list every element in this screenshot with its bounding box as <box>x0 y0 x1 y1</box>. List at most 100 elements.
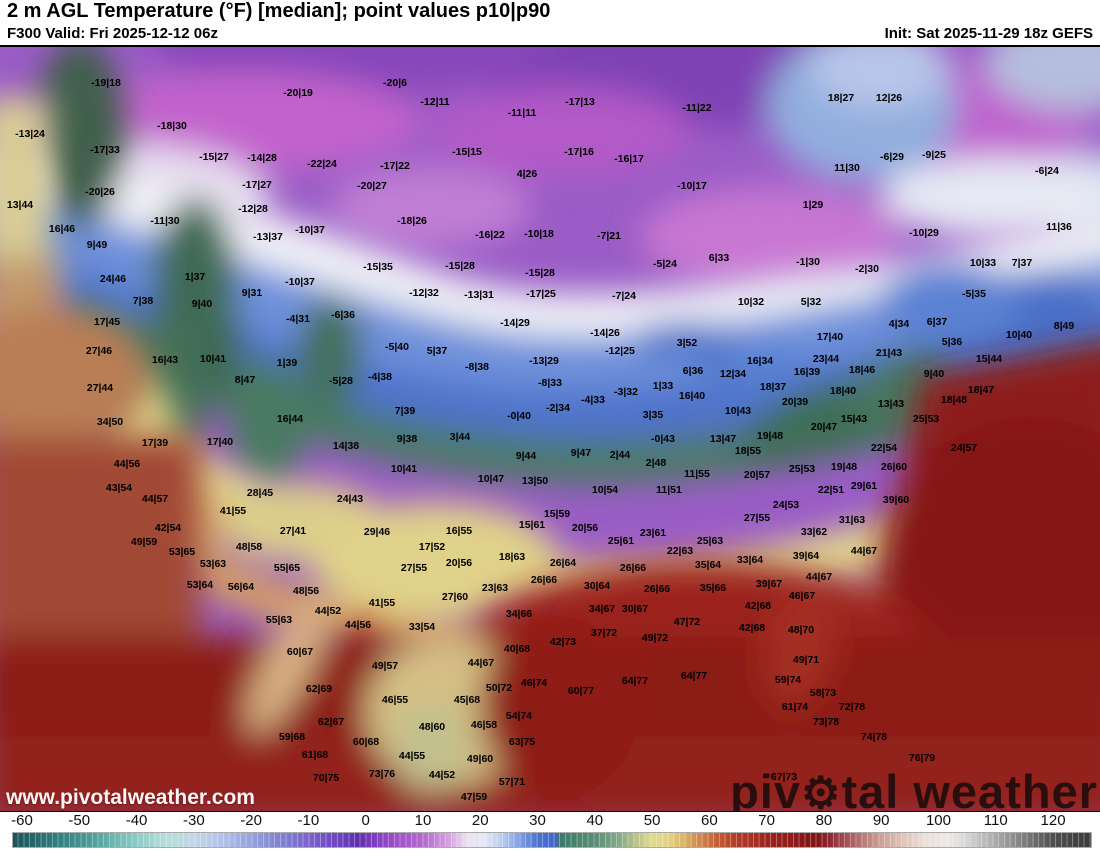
point-value: 56|64 <box>227 581 255 593</box>
point-value: 20|47 <box>810 421 838 433</box>
point-value: 4|34 <box>888 318 910 330</box>
point-value: -8|38 <box>465 361 489 373</box>
point-value: 10|32 <box>737 296 765 308</box>
point-value: 44|67 <box>467 657 495 669</box>
point-value: 35|64 <box>694 559 722 571</box>
point-value: 46|55 <box>381 694 409 706</box>
colorbar-tick: 60 <box>701 812 718 829</box>
point-value: -15|15 <box>452 146 482 158</box>
point-value: 9|47 <box>570 447 592 459</box>
gear-icon: ⚙ <box>801 769 842 812</box>
point-value: 17|45 <box>93 316 121 328</box>
point-value: 15|61 <box>518 519 546 531</box>
point-value: 49|60 <box>466 753 494 765</box>
point-value: -10|17 <box>677 180 707 192</box>
point-value: 16|55 <box>445 525 473 537</box>
point-value: 48|58 <box>235 541 263 553</box>
point-value: -4|38 <box>368 371 392 383</box>
point-value: -17|27 <box>242 179 272 191</box>
point-value: 64|77 <box>621 675 649 687</box>
point-value: 53|65 <box>168 546 196 558</box>
point-value: -12|11 <box>420 96 450 108</box>
colorbar-tick: 40 <box>586 812 604 829</box>
point-value: 9|31 <box>241 287 263 299</box>
point-value: -16|22 <box>475 229 505 241</box>
point-value: 10|41 <box>199 353 227 365</box>
point-value: 70|75 <box>312 772 340 784</box>
point-value: 21|43 <box>875 347 903 359</box>
colorbar-tick: 120 <box>1040 812 1066 829</box>
point-value: 33|64 <box>736 554 764 566</box>
brand-watermark: piv⚙tal weather <box>730 764 1098 812</box>
point-value: 46|67 <box>788 590 816 602</box>
hot-regions <box>0 97 1100 811</box>
point-value: 18|55 <box>734 445 762 457</box>
point-value: 23|44 <box>812 353 840 365</box>
transition-bands <box>0 47 1100 487</box>
point-value: 6|37 <box>926 316 948 328</box>
point-value: 39|60 <box>882 494 910 506</box>
point-value: 27|41 <box>279 525 307 537</box>
point-value: 1|29 <box>802 199 824 211</box>
point-value: 44|55 <box>398 750 426 762</box>
point-value: 48|70 <box>787 624 815 636</box>
point-value: 64|77 <box>680 670 708 682</box>
point-value: 37|72 <box>590 627 618 639</box>
point-value: 4|26 <box>516 168 538 180</box>
point-value: 16|39 <box>793 366 821 378</box>
point-value: 10|41 <box>390 463 418 475</box>
point-value: 17|40 <box>206 436 234 448</box>
point-value: 9|40 <box>191 298 213 310</box>
point-value: -12|32 <box>409 287 439 299</box>
point-value: 9|49 <box>86 239 108 251</box>
colorbar-tick: 90 <box>872 812 890 829</box>
point-value: 11|36 <box>1046 221 1072 233</box>
point-value: -14|26 <box>590 327 620 339</box>
point-value: -17|33 <box>90 144 120 156</box>
point-value: 13|44 <box>6 199 34 211</box>
point-value: 54|74 <box>505 710 533 722</box>
point-value: 26|60 <box>880 461 908 473</box>
point-value: 45|68 <box>453 694 481 706</box>
point-value: 7|38 <box>132 295 154 307</box>
point-value: 6|36 <box>682 365 704 377</box>
colorbar-tick: 80 <box>815 812 833 829</box>
point-value: 49|57 <box>371 660 399 672</box>
point-value: 9|40 <box>923 368 945 380</box>
point-value: -10|18 <box>524 228 554 240</box>
point-value: 63|75 <box>508 736 536 748</box>
point-value: -10|37 <box>295 224 325 236</box>
site-url-watermark[interactable]: www.pivotalweather.com <box>6 786 255 809</box>
point-value: -12|28 <box>238 203 268 215</box>
point-value: 1|37 <box>184 271 206 283</box>
point-value: 23|61 <box>639 527 667 539</box>
point-value: -2|34 <box>546 402 570 414</box>
point-value: 44|67 <box>805 571 833 583</box>
point-value: 40|68 <box>503 643 531 655</box>
point-value: 41|55 <box>219 505 247 517</box>
point-value: 5|36 <box>941 336 963 348</box>
point-value: -20|19 <box>283 87 313 99</box>
colorbar-tick: -50 <box>68 812 91 829</box>
point-value: 62|69 <box>305 683 333 695</box>
point-value: -0|40 <box>507 410 531 422</box>
point-value: 50|72 <box>485 682 513 694</box>
point-value: -1|30 <box>796 256 820 268</box>
point-value: -8|33 <box>538 377 562 389</box>
point-value: -17|22 <box>380 160 410 172</box>
point-value: 16|40 <box>678 390 706 402</box>
point-value: 13|47 <box>709 433 737 445</box>
point-value: 16|44 <box>276 413 304 425</box>
point-value: 11|55 <box>684 468 710 480</box>
point-value: 17|40 <box>816 331 844 343</box>
point-value: 20|57 <box>743 469 771 481</box>
point-value: -18|30 <box>157 120 187 132</box>
point-value: 15|44 <box>975 353 1003 365</box>
point-value: -16|17 <box>614 153 644 165</box>
brand-prefix: piv <box>730 765 801 812</box>
point-value: 12|26 <box>875 92 903 104</box>
point-value: 44|52 <box>314 605 342 617</box>
temperature-field-art <box>0 47 1100 811</box>
point-value: -13|29 <box>529 355 559 367</box>
point-value: 12|34 <box>719 368 747 380</box>
